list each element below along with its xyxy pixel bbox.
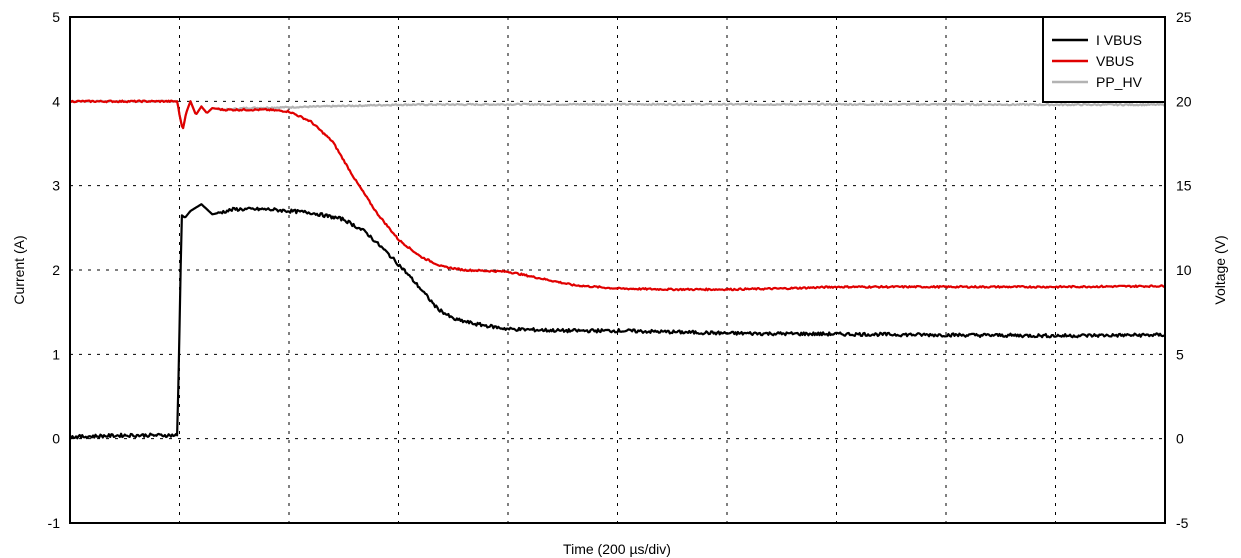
legend-label-pphv: PP_HV xyxy=(1096,74,1143,90)
grid-lines xyxy=(70,17,1165,523)
y-tick-label-left: 3 xyxy=(52,178,60,194)
y-tick-label-right: 10 xyxy=(1176,262,1192,278)
y-tick-label-right: 20 xyxy=(1176,93,1192,109)
legend-box xyxy=(1042,16,1166,103)
legend-entry-ivbus: I VBUS xyxy=(1052,32,1142,48)
series-line-pp-hv xyxy=(70,99,1165,130)
series-lines xyxy=(69,99,1166,440)
series-line-i-vbus xyxy=(69,203,1166,440)
legend-label-ivbus: I VBUS xyxy=(1096,32,1142,48)
y-tick-label-left: 4 xyxy=(52,93,60,109)
legend-label-vbus: VBUS xyxy=(1096,53,1134,69)
y-tick-label-left: 2 xyxy=(52,262,60,278)
y-tick-label-left: 1 xyxy=(52,346,60,362)
y-tick-label-right: 0 xyxy=(1176,431,1184,447)
y-axis-left-title: Current (A) xyxy=(11,235,27,304)
x-axis-title: Time (200 µs/div) xyxy=(563,541,671,557)
legend-entry-pphv: PP_HV xyxy=(1052,74,1143,90)
y-tick-label-left: 0 xyxy=(52,431,60,447)
y-tick-label-right: 15 xyxy=(1176,178,1192,194)
y-tick-label-left: 5 xyxy=(52,9,60,25)
y-tick-label-right: -5 xyxy=(1176,515,1189,531)
legend: I VBUS VBUS PP_HV xyxy=(1042,16,1166,103)
series-line-vbus xyxy=(69,99,1166,292)
legend-entry-vbus: VBUS xyxy=(1052,53,1134,69)
y-axis-right-title: Voltage (V) xyxy=(1212,235,1228,304)
y-tick-label-right: 25 xyxy=(1176,9,1192,25)
y-tick-label-right: 5 xyxy=(1176,346,1184,362)
plot-frame xyxy=(69,16,1166,524)
y-tick-label-left: -1 xyxy=(48,515,61,531)
y-axis-right-ticks: -5 0 5 10 15 20 25 xyxy=(1176,9,1192,531)
y-axis-left-ticks: -1 0 1 2 3 4 5 xyxy=(48,9,61,531)
